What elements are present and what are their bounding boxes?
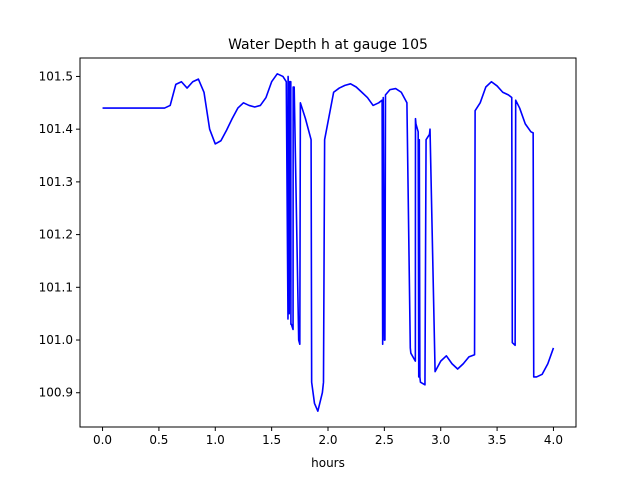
x-tick-label: 1.0 xyxy=(206,433,225,447)
y-tick-label: 101.5 xyxy=(39,69,73,83)
x-tick-label: 2.5 xyxy=(375,433,394,447)
y-tick-label: 100.9 xyxy=(39,386,73,400)
x-tick-label: 2.0 xyxy=(318,433,337,447)
x-tick-label: 4.0 xyxy=(544,433,563,447)
y-tick-label: 101.1 xyxy=(39,280,73,294)
x-tick-label: 1.5 xyxy=(262,433,281,447)
chart-title: Water Depth h at gauge 105 xyxy=(228,37,428,53)
series-line-1 xyxy=(102,73,555,412)
axes-frame xyxy=(79,57,577,428)
y-tick-label: 101.0 xyxy=(39,333,73,347)
y-tick-label: 101.4 xyxy=(39,122,73,136)
plot-area xyxy=(102,73,555,412)
x-tick-label: 3.5 xyxy=(488,433,507,447)
y-tick-label: 101.3 xyxy=(39,175,73,189)
y-tick-label: 101.2 xyxy=(39,228,73,242)
x-axis-label: hours xyxy=(311,456,345,470)
x-tick-label: 3.0 xyxy=(431,433,450,447)
x-axis: 0.0 0.5 1.0 1.5 2.0 2.5 3.0 3.5 4.0 xyxy=(93,427,563,447)
y-axis: 100.9 101.0 101.1 101.2 101.3 101.4 101.5 xyxy=(39,69,80,400)
x-tick-label: 0.5 xyxy=(149,433,168,447)
x-tick-label: 0.0 xyxy=(93,433,112,447)
